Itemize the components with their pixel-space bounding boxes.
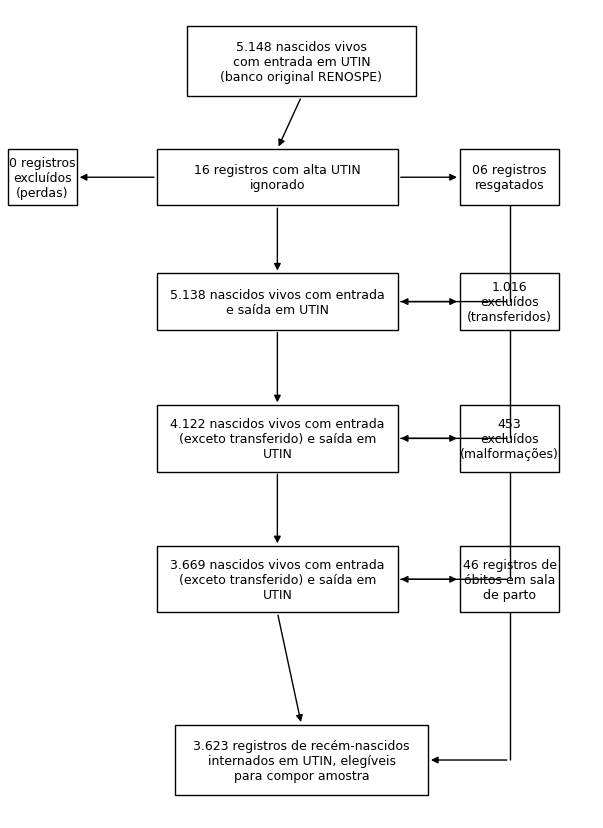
Text: 16 registros com alta UTIN
ignorado: 16 registros com alta UTIN ignorado <box>194 164 361 192</box>
FancyBboxPatch shape <box>175 725 428 795</box>
FancyBboxPatch shape <box>459 406 560 472</box>
Text: 3.623 registros de recém-nascidos
internados em UTIN, elegíveis
para compor amos: 3.623 registros de recém-nascidos intern… <box>193 739 410 782</box>
FancyBboxPatch shape <box>459 150 560 206</box>
Text: 46 registros de
óbitos em sala
de parto: 46 registros de óbitos em sala de parto <box>463 558 557 601</box>
Text: 5.148 nascidos vivos
com entrada em UTIN
(banco original RENOSPE): 5.148 nascidos vivos com entrada em UTIN… <box>221 41 382 84</box>
Text: 5.138 nascidos vivos com entrada
e saída em UTIN: 5.138 nascidos vivos com entrada e saída… <box>170 288 385 316</box>
FancyBboxPatch shape <box>157 406 398 472</box>
Text: 06 registros
resgatados: 06 registros resgatados <box>472 164 547 192</box>
Text: 1.016
excluídos
(transferidos): 1.016 excluídos (transferidos) <box>467 281 552 324</box>
FancyBboxPatch shape <box>187 26 416 97</box>
Text: 4.122 nascidos vivos com entrada
(exceto transferido) e saída em
UTIN: 4.122 nascidos vivos com entrada (exceto… <box>170 417 385 460</box>
Text: 0 registros
excluídos
(perdas): 0 registros excluídos (perdas) <box>9 156 75 200</box>
FancyBboxPatch shape <box>459 274 560 330</box>
Text: 453
excluídos
(malformações): 453 excluídos (malformações) <box>460 417 559 460</box>
FancyBboxPatch shape <box>157 274 398 330</box>
FancyBboxPatch shape <box>459 546 560 613</box>
FancyBboxPatch shape <box>8 150 77 206</box>
Text: 3.669 nascidos vivos com entrada
(exceto transferido) e saída em
UTIN: 3.669 nascidos vivos com entrada (exceto… <box>170 558 385 601</box>
FancyBboxPatch shape <box>157 150 398 206</box>
FancyBboxPatch shape <box>157 546 398 613</box>
